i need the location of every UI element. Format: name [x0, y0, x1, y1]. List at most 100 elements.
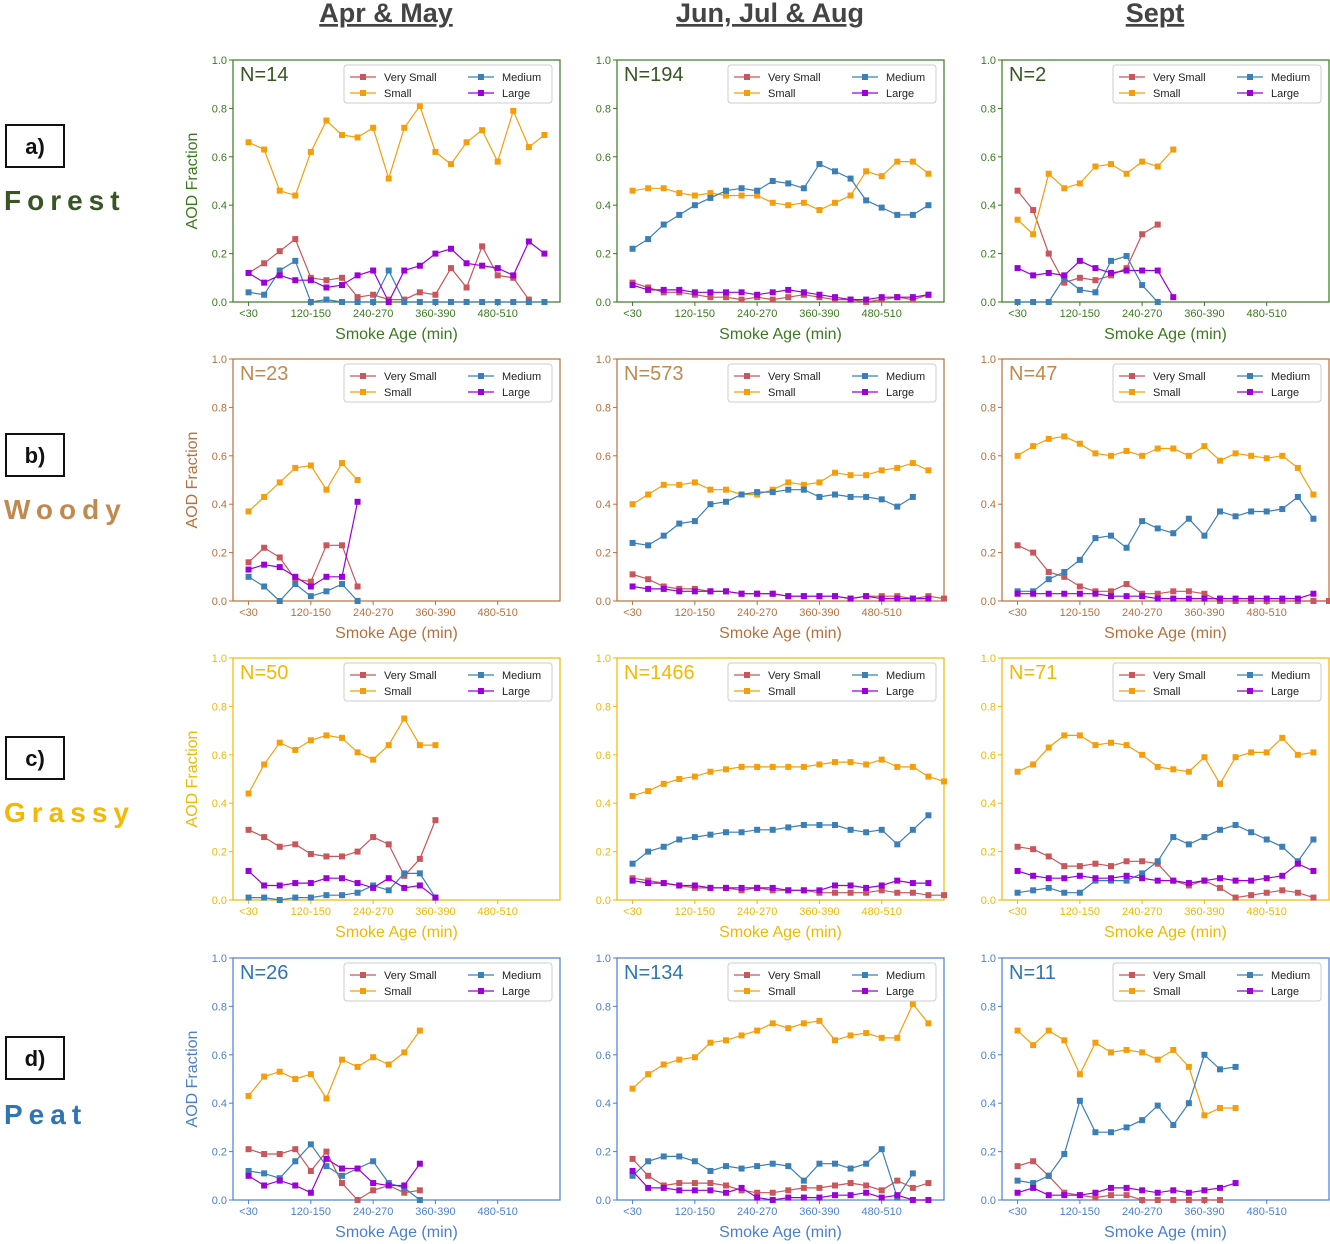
- x-tick-label: 360-390: [415, 607, 455, 619]
- data-point: [707, 501, 714, 508]
- data-point: [1154, 445, 1161, 452]
- legend-label: Large: [1271, 686, 1299, 698]
- legend-swatch-marker: [1129, 688, 1135, 694]
- y-tick-label: 1.0: [981, 953, 996, 965]
- series-line: [248, 1148, 420, 1201]
- data-point: [1123, 593, 1130, 600]
- data-point: [1279, 734, 1286, 741]
- data-point: [525, 144, 532, 151]
- data-point: [276, 479, 283, 486]
- data-point: [1061, 279, 1068, 286]
- data-point: [816, 479, 823, 486]
- legend-box: [727, 64, 937, 104]
- x-tick-label: 480-510: [478, 906, 518, 918]
- legend-label: Very Small: [768, 970, 821, 982]
- data-point: [847, 882, 854, 889]
- data-point: [894, 877, 901, 884]
- legend-swatch-marker: [862, 972, 868, 978]
- data-point: [339, 1172, 345, 1179]
- data-point: [785, 180, 792, 187]
- data-point: [339, 132, 345, 139]
- data-point: [416, 262, 423, 269]
- data-point: [847, 493, 854, 500]
- data-point: [723, 884, 729, 891]
- data-point: [494, 299, 501, 305]
- data-point: [816, 493, 823, 500]
- data-point: [307, 880, 314, 887]
- data-point: [1014, 867, 1021, 874]
- legend-label: Small: [768, 686, 796, 698]
- chart-panel: 0.0 0.2 0.4 0.6 0.8 1.0 <30 120-150 240-270 360-3…: [596, 953, 945, 1241]
- data-point: [707, 486, 714, 493]
- data-point: [323, 875, 330, 882]
- y-tick-label: 1.0: [596, 354, 611, 366]
- data-point: [261, 544, 268, 551]
- data-point: [1263, 508, 1270, 515]
- y-tick-label: 0.8: [212, 1001, 227, 1013]
- chart-panel: 0.0 0.2 0.4 0.6 0.8 1.0 <30 120-150 240-270 360-3…: [981, 55, 1330, 343]
- data-point: [416, 742, 423, 749]
- data-point: [894, 503, 901, 510]
- data-point: [785, 1194, 792, 1201]
- data-point: [479, 262, 486, 269]
- legend-swatch-marker: [1129, 988, 1135, 994]
- y-tick-label: 1.0: [212, 55, 227, 67]
- data-point: [1217, 826, 1223, 833]
- legend-swatch-marker: [478, 672, 484, 678]
- legend-swatch-marker: [360, 972, 366, 978]
- data-point: [276, 598, 283, 604]
- data-point: [1232, 894, 1239, 901]
- row-category-name: Peat: [4, 1099, 87, 1130]
- x-tick-label: <30: [239, 1206, 258, 1218]
- data-point: [307, 1141, 314, 1148]
- data-point: [354, 477, 361, 483]
- data-point: [432, 817, 439, 824]
- data-point: [754, 590, 761, 597]
- legend-swatch-marker: [1247, 74, 1253, 80]
- data-point: [1154, 858, 1161, 865]
- data-point: [1263, 749, 1270, 756]
- data-point: [276, 267, 283, 274]
- data-point: [245, 1172, 252, 1179]
- data-point: [1217, 508, 1223, 515]
- data-point: [909, 1170, 916, 1177]
- legend-box: [343, 962, 553, 1002]
- data-point: [1154, 163, 1161, 170]
- x-axis-label: Smoke Age (min): [335, 1224, 458, 1241]
- data-point: [832, 1160, 838, 1167]
- data-point: [769, 1160, 776, 1167]
- y-tick-label: 0.6: [212, 451, 227, 463]
- legend-swatch-marker: [862, 988, 868, 994]
- data-point: [1201, 443, 1208, 450]
- data-point: [1061, 568, 1068, 575]
- y-tick-label: 0.6: [596, 152, 611, 164]
- data-point: [1201, 1197, 1208, 1203]
- data-point: [354, 294, 361, 301]
- x-tick-label: 240-270: [353, 1206, 393, 1218]
- data-point: [878, 887, 885, 894]
- y-tick-label: 0.6: [596, 451, 611, 463]
- data-point: [691, 1158, 698, 1165]
- x-axis-label: Smoke Age (min): [1104, 625, 1227, 642]
- y-tick-label: 1.0: [596, 953, 611, 965]
- data-point: [769, 1197, 776, 1203]
- data-point: [878, 204, 885, 211]
- data-point: [1123, 1124, 1130, 1131]
- row-label-box: [5, 1036, 65, 1080]
- data-point: [1139, 1197, 1146, 1203]
- x-axis-label: Smoke Age (min): [335, 625, 458, 642]
- data-point: [1294, 751, 1301, 758]
- data-point: [754, 1027, 761, 1034]
- x-axis-label: Smoke Age (min): [1104, 326, 1227, 343]
- data-point: [941, 778, 947, 785]
- data-point: [723, 1182, 729, 1189]
- legend-label: Small: [1153, 387, 1181, 399]
- data-point: [816, 761, 823, 768]
- data-point: [785, 1025, 792, 1032]
- data-point: [1201, 877, 1208, 884]
- legend-label: Small: [768, 387, 796, 399]
- legend-label: Large: [886, 686, 914, 698]
- data-point: [370, 299, 377, 305]
- data-point: [645, 576, 652, 583]
- data-point: [909, 294, 916, 301]
